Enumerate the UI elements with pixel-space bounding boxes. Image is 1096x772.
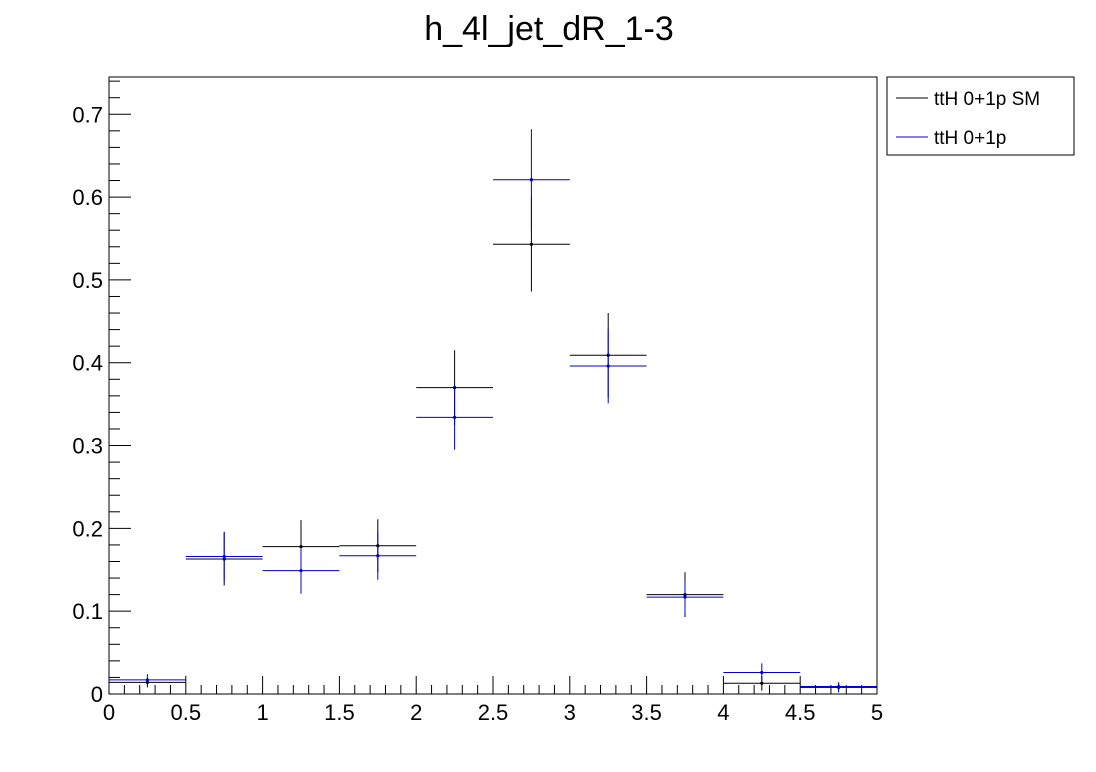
y-tick-label: 0 — [91, 682, 103, 707]
point-marker — [760, 681, 764, 685]
x-tick-label: 4 — [717, 700, 729, 725]
legend: ttH 0+1p SM ttH 0+1p — [886, 76, 1075, 156]
x-tick-label: 3 — [564, 700, 576, 725]
y-tick-label: 0.2 — [72, 516, 103, 541]
point-marker — [453, 415, 457, 419]
data-point — [569, 328, 647, 404]
x-tick-label: 0.5 — [171, 700, 202, 725]
point-marker — [145, 678, 149, 682]
x-tick-label: 1 — [256, 700, 268, 725]
data-point — [262, 547, 340, 594]
plot-frame — [108, 76, 878, 695]
chart-title: h_4l_jet_dR_1-3 — [424, 10, 674, 48]
y-tick-label: 0.6 — [72, 185, 103, 210]
data-point — [800, 682, 877, 691]
axes: 0 0.5 1 1.5 2 2.5 3 3.5 4 4.5 5 0 0.1 0.2 0.3 0.4 0.5 0.6… — [72, 80, 883, 725]
legend-label: ttH 0+1p — [934, 128, 1006, 149]
point-marker — [529, 242, 534, 246]
x-tick-label: 4.5 — [785, 700, 816, 725]
point-marker — [760, 670, 764, 675]
series-layer — [109, 129, 877, 693]
point-marker — [299, 544, 303, 549]
y-tick-label: 0.5 — [72, 268, 103, 293]
y-tick-label: 0.7 — [72, 102, 103, 127]
series-2 — [109, 129, 877, 691]
x-tick-label: 0 — [103, 700, 115, 725]
point-marker — [683, 595, 687, 599]
data-point — [416, 385, 493, 450]
legend-label: ttH 0+1p SM — [934, 89, 1040, 110]
x-tick-label: 5 — [871, 700, 883, 725]
series-1 — [109, 197, 877, 693]
data-point — [646, 580, 724, 614]
data-point — [339, 531, 417, 580]
data-point — [185, 531, 263, 582]
data-point — [723, 663, 801, 682]
point-marker — [299, 569, 303, 573]
y-tick-label: 0.4 — [72, 351, 103, 376]
x-tick-label: 2.5 — [478, 700, 509, 725]
point-marker — [529, 178, 534, 182]
x-tick-label: 3.5 — [631, 700, 662, 725]
legend-box — [886, 76, 1075, 156]
point-marker — [606, 364, 610, 368]
x-tick-label: 2 — [410, 700, 422, 725]
data-point — [109, 674, 186, 686]
point-marker — [837, 684, 841, 689]
point-marker — [376, 554, 380, 558]
data-point — [493, 129, 570, 231]
y-tick-label: 0.3 — [72, 434, 103, 459]
y-tick-label: 0.1 — [72, 599, 103, 624]
point-marker — [222, 554, 226, 559]
x-tick-label: 1.5 — [324, 700, 355, 725]
